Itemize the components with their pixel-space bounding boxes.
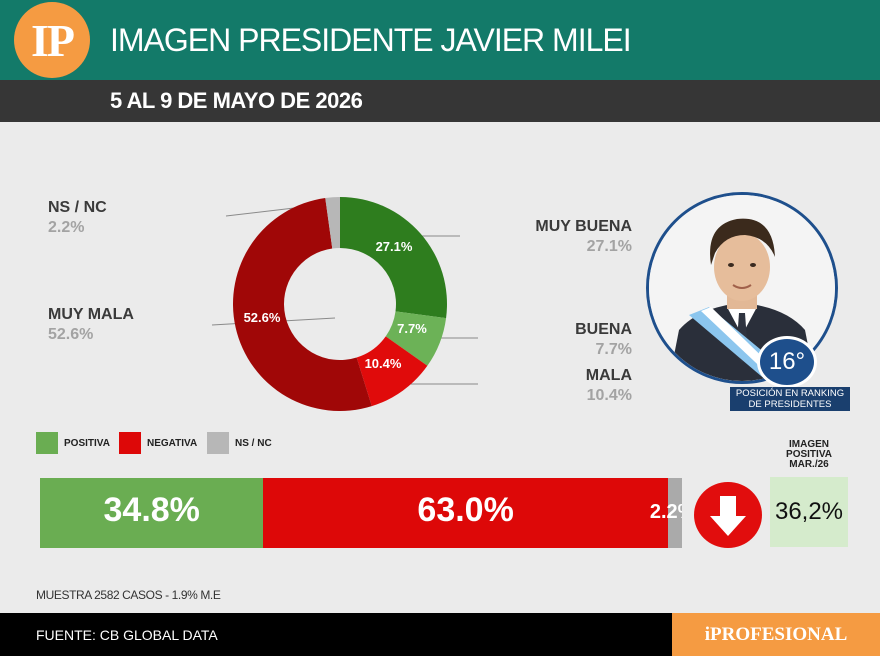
label-name: NS / NC xyxy=(48,199,107,216)
portrait-illustration xyxy=(649,195,835,381)
legend-swatch xyxy=(36,432,58,454)
slice-ns-nc xyxy=(325,197,340,249)
label-name: MALA xyxy=(585,367,632,384)
label-mala: MALA 10.4% xyxy=(586,367,632,405)
legend-item-positiva: POSITIVA xyxy=(36,432,110,454)
ranking-badge: 16° xyxy=(757,336,817,388)
legend-item-ns-nc: NS / NC xyxy=(207,432,272,454)
previous-image-label: IMAGEN POSITIVA MAR./26 xyxy=(786,439,832,470)
arrow-down-icon xyxy=(694,482,762,548)
bar-value-label: 2.2% xyxy=(649,501,682,523)
label-value: 7.7% xyxy=(595,341,632,358)
previous-image-value: 36,2% xyxy=(770,477,848,547)
bar-negativa xyxy=(263,478,668,548)
label-ns-nc: NS / NC 2.2% xyxy=(48,199,107,237)
slice-buena xyxy=(385,311,447,366)
date-bar: 5 AL 9 DE MAYO DE 2026 xyxy=(0,80,880,122)
legend-item-negativa: NEGATIVA xyxy=(119,432,197,454)
date-range: 5 AL 9 DE MAYO DE 2026 xyxy=(110,88,363,113)
slice-muy-mala xyxy=(232,198,372,411)
bar-value-label: 34.8% xyxy=(103,491,200,529)
president-portrait xyxy=(646,192,838,384)
label-value: 2.2% xyxy=(48,219,85,236)
slice-value-label: 7.7% xyxy=(397,321,427,336)
bar-value-label: 63.0% xyxy=(417,491,514,529)
legend-swatch xyxy=(207,432,229,454)
slice-value-label: 27.1% xyxy=(376,239,413,254)
legend-swatch xyxy=(119,432,141,454)
label-muy-mala: MUY MALA 52.6% xyxy=(48,306,134,344)
slice-value-label: 52.6% xyxy=(244,310,281,325)
legend-label: POSITIVA xyxy=(64,437,110,449)
ranking-label: POSICIÓN EN RANKING DE PRESIDENTES xyxy=(730,387,850,411)
legend-label: NS / NC xyxy=(235,437,272,449)
slice-muy-buena xyxy=(340,197,447,319)
label-muy-buena: MUY BUENA 27.1% xyxy=(535,218,632,256)
arrow-down-glyph xyxy=(710,496,746,536)
bar-positiva xyxy=(40,478,264,548)
source-text: FUENTE: CB GLOBAL DATA xyxy=(36,627,218,643)
ip-logo: IP xyxy=(14,2,90,78)
label-value: 27.1% xyxy=(586,238,632,255)
legend-label: NEGATIVA xyxy=(147,437,198,449)
sample-note: MUESTRA 2582 CASOS - 1.9% M.E xyxy=(36,588,221,602)
page-title: IMAGEN PRESIDENTE JAVIER MILEI xyxy=(110,22,632,58)
bar-ns-nc xyxy=(667,478,682,548)
label-name: BUENA xyxy=(575,321,632,338)
label-value: 10.4% xyxy=(586,387,632,404)
label-value: 52.6% xyxy=(48,326,94,343)
slice-value-label: 10.4% xyxy=(365,356,402,371)
brand-logo: iPROFESIONAL xyxy=(672,613,880,656)
label-buena: BUENA 7.7% xyxy=(575,321,632,359)
label-name: MUY MALA xyxy=(48,306,134,323)
header-bar: IP IMAGEN PRESIDENTE JAVIER MILEI xyxy=(0,0,880,80)
slice-mala xyxy=(356,336,428,407)
label-name: MUY BUENA xyxy=(535,218,632,235)
